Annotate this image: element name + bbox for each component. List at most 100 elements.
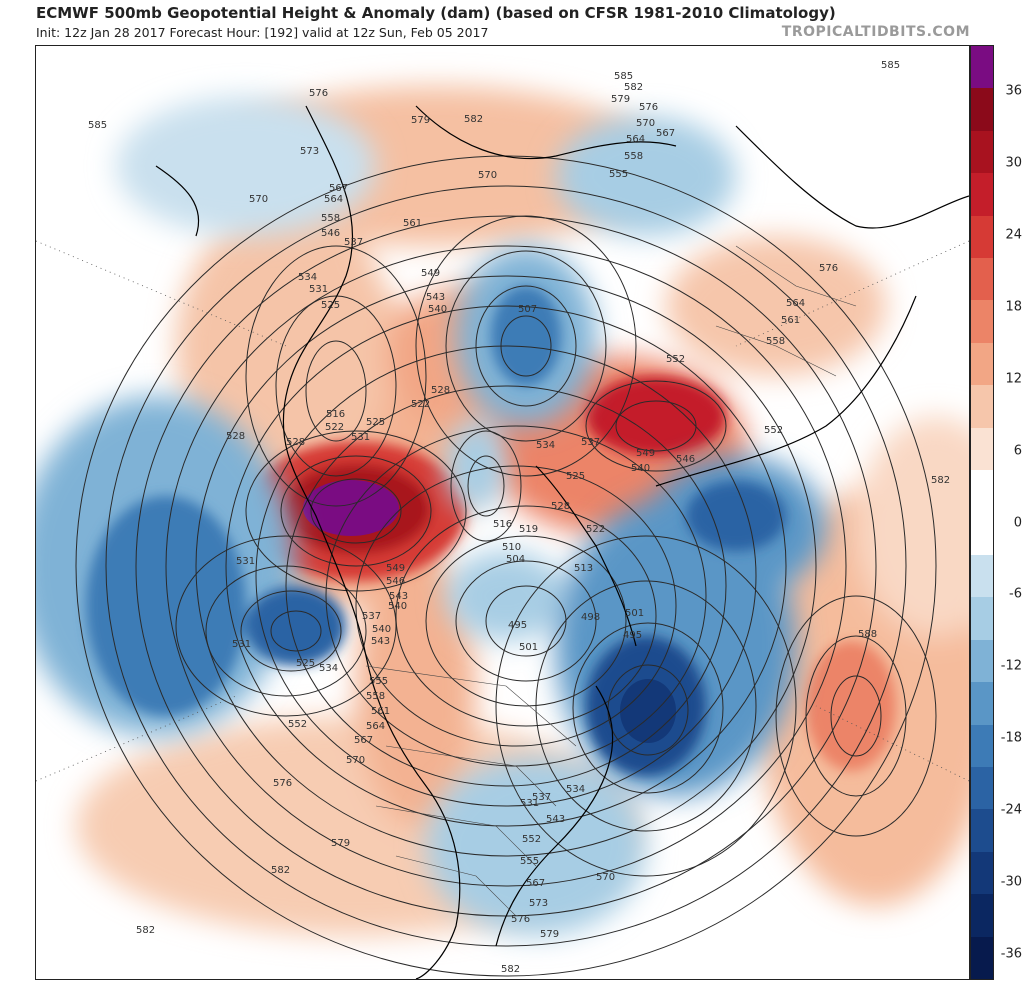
contour-label: 552 bbox=[288, 719, 307, 730]
contour-label: 543 bbox=[546, 814, 565, 825]
contour-label: 555 bbox=[369, 676, 388, 687]
colorbar-segment bbox=[971, 130, 993, 174]
contour-label: 579 bbox=[331, 838, 350, 849]
colorbar-segment bbox=[971, 258, 993, 301]
contour-label: 567 bbox=[354, 735, 373, 746]
contour-label: 501 bbox=[519, 642, 538, 653]
contour-label: 540 bbox=[372, 624, 391, 635]
contour-label: 540 bbox=[428, 304, 447, 315]
contour-label: 546 bbox=[386, 576, 405, 587]
contour-label: 564 bbox=[366, 721, 385, 732]
contour-label: 543 bbox=[389, 591, 408, 602]
colorbar-segment bbox=[971, 766, 993, 810]
contour-label: 552 bbox=[666, 354, 685, 365]
colorbar-segment bbox=[971, 385, 993, 428]
colorbar-segment bbox=[971, 851, 993, 895]
colorbar-segment bbox=[971, 342, 993, 386]
colorbar-tick-label: 12 bbox=[1005, 371, 1022, 387]
contour-label: 498 bbox=[581, 612, 600, 623]
colorbar-tick-label: 18 bbox=[1005, 299, 1022, 315]
contour-label: 525 bbox=[321, 300, 340, 311]
colorbar-tick-label: 30 bbox=[1005, 155, 1022, 171]
contour-label: 531 bbox=[236, 556, 255, 567]
contour-label: 585 bbox=[881, 60, 900, 71]
strong-negative-anomaly bbox=[86, 286, 786, 776]
contour-label: 582 bbox=[271, 865, 290, 876]
contour-label: 570 bbox=[478, 170, 497, 181]
contour-label: 510 bbox=[502, 542, 521, 553]
contour-label: 588 bbox=[858, 629, 877, 640]
contour-label: 528 bbox=[551, 501, 570, 512]
contour-label: 534 bbox=[536, 440, 555, 451]
contour-label: 516 bbox=[326, 409, 345, 420]
contour-label: 534 bbox=[566, 784, 585, 795]
contour-label: 522 bbox=[411, 399, 430, 410]
positive-anomaly-center bbox=[303, 480, 399, 536]
contour-label: 567 bbox=[656, 128, 675, 139]
contour-label: 549 bbox=[636, 448, 655, 459]
contour-label: 582 bbox=[624, 82, 643, 93]
contour-label: 573 bbox=[300, 146, 319, 157]
contour-label: 561 bbox=[781, 315, 800, 326]
colorbar-segment bbox=[971, 639, 993, 683]
contour-label: 555 bbox=[520, 856, 539, 867]
contour-label: 525 bbox=[296, 658, 315, 669]
contour-label: 582 bbox=[501, 964, 520, 975]
colorbar-segment bbox=[971, 512, 993, 555]
contour-label: 528 bbox=[226, 431, 245, 442]
colorbar-segment bbox=[971, 809, 993, 852]
map-panel: 585 585 585 582 582 582 582 582 582 579 … bbox=[35, 45, 970, 980]
contour-label: 570 bbox=[249, 194, 268, 205]
colorbar-tick-label: 24 bbox=[1005, 227, 1022, 243]
contour-label: 561 bbox=[403, 218, 422, 229]
contour-label: 516 bbox=[493, 519, 512, 530]
anomaly-map: 585 585 585 582 582 582 582 582 582 579 … bbox=[36, 46, 969, 979]
colorbar-tick-label: 6 bbox=[1013, 443, 1022, 459]
contour-label: 561 bbox=[371, 706, 390, 717]
contour-label: 504 bbox=[506, 554, 525, 565]
contour-label: 537 bbox=[532, 792, 551, 803]
contour-label: 579 bbox=[611, 94, 630, 105]
contour-label: 513 bbox=[574, 563, 593, 574]
contour-label: 576 bbox=[819, 263, 838, 274]
contour-label: 531 bbox=[520, 798, 539, 809]
colorbar-segment bbox=[971, 46, 993, 89]
contour-label: 558 bbox=[366, 691, 385, 702]
chart-title: ECMWF 500mb Geopotential Height & Anomal… bbox=[36, 4, 836, 22]
contour-label: 531 bbox=[351, 432, 370, 443]
contour-label: 579 bbox=[411, 115, 430, 126]
contour-label: 549 bbox=[386, 563, 405, 574]
coastlines bbox=[155, 105, 969, 979]
contour-label: 495 bbox=[508, 620, 527, 631]
contour-label: 570 bbox=[596, 872, 615, 883]
contour-label: 531 bbox=[309, 284, 328, 295]
contour-label: 576 bbox=[309, 88, 328, 99]
contour-label: 543 bbox=[371, 636, 390, 647]
graticule bbox=[36, 240, 969, 782]
colorbar-tick-label: 0 bbox=[1013, 515, 1022, 530]
contour-label: 525 bbox=[566, 471, 585, 482]
contour-label: 567 bbox=[329, 183, 348, 194]
contour-label: 567 bbox=[526, 878, 545, 889]
chart-subtitle: Init: 12z Jan 28 2017 Forecast Hour: [19… bbox=[36, 25, 489, 40]
colorbar-tick-label: -12 bbox=[1000, 658, 1022, 674]
contour-label: 558 bbox=[321, 213, 340, 224]
contour-label: 576 bbox=[273, 778, 292, 789]
contour-label: 519 bbox=[519, 524, 538, 535]
contour-label: 570 bbox=[636, 118, 655, 129]
contour-label: 507 bbox=[518, 304, 537, 315]
contour-label: 534 bbox=[319, 663, 338, 674]
colorbar-tick-label: -24 bbox=[1000, 802, 1022, 818]
contour-label: 558 bbox=[624, 151, 643, 162]
contour-label: 576 bbox=[511, 914, 530, 925]
colorbar-tick-label: -36 bbox=[1000, 946, 1022, 962]
contour-label: 537 bbox=[344, 237, 363, 248]
colorbar-segment bbox=[971, 724, 993, 767]
contour-label: 570 bbox=[346, 755, 365, 766]
contour-label: 582 bbox=[464, 114, 483, 125]
contour-label: 555 bbox=[609, 169, 628, 180]
contour-label: 543 bbox=[426, 292, 445, 303]
contour-label: 573 bbox=[529, 898, 548, 909]
contour-label: 537 bbox=[581, 437, 600, 448]
colorbar-segment bbox=[971, 470, 993, 513]
